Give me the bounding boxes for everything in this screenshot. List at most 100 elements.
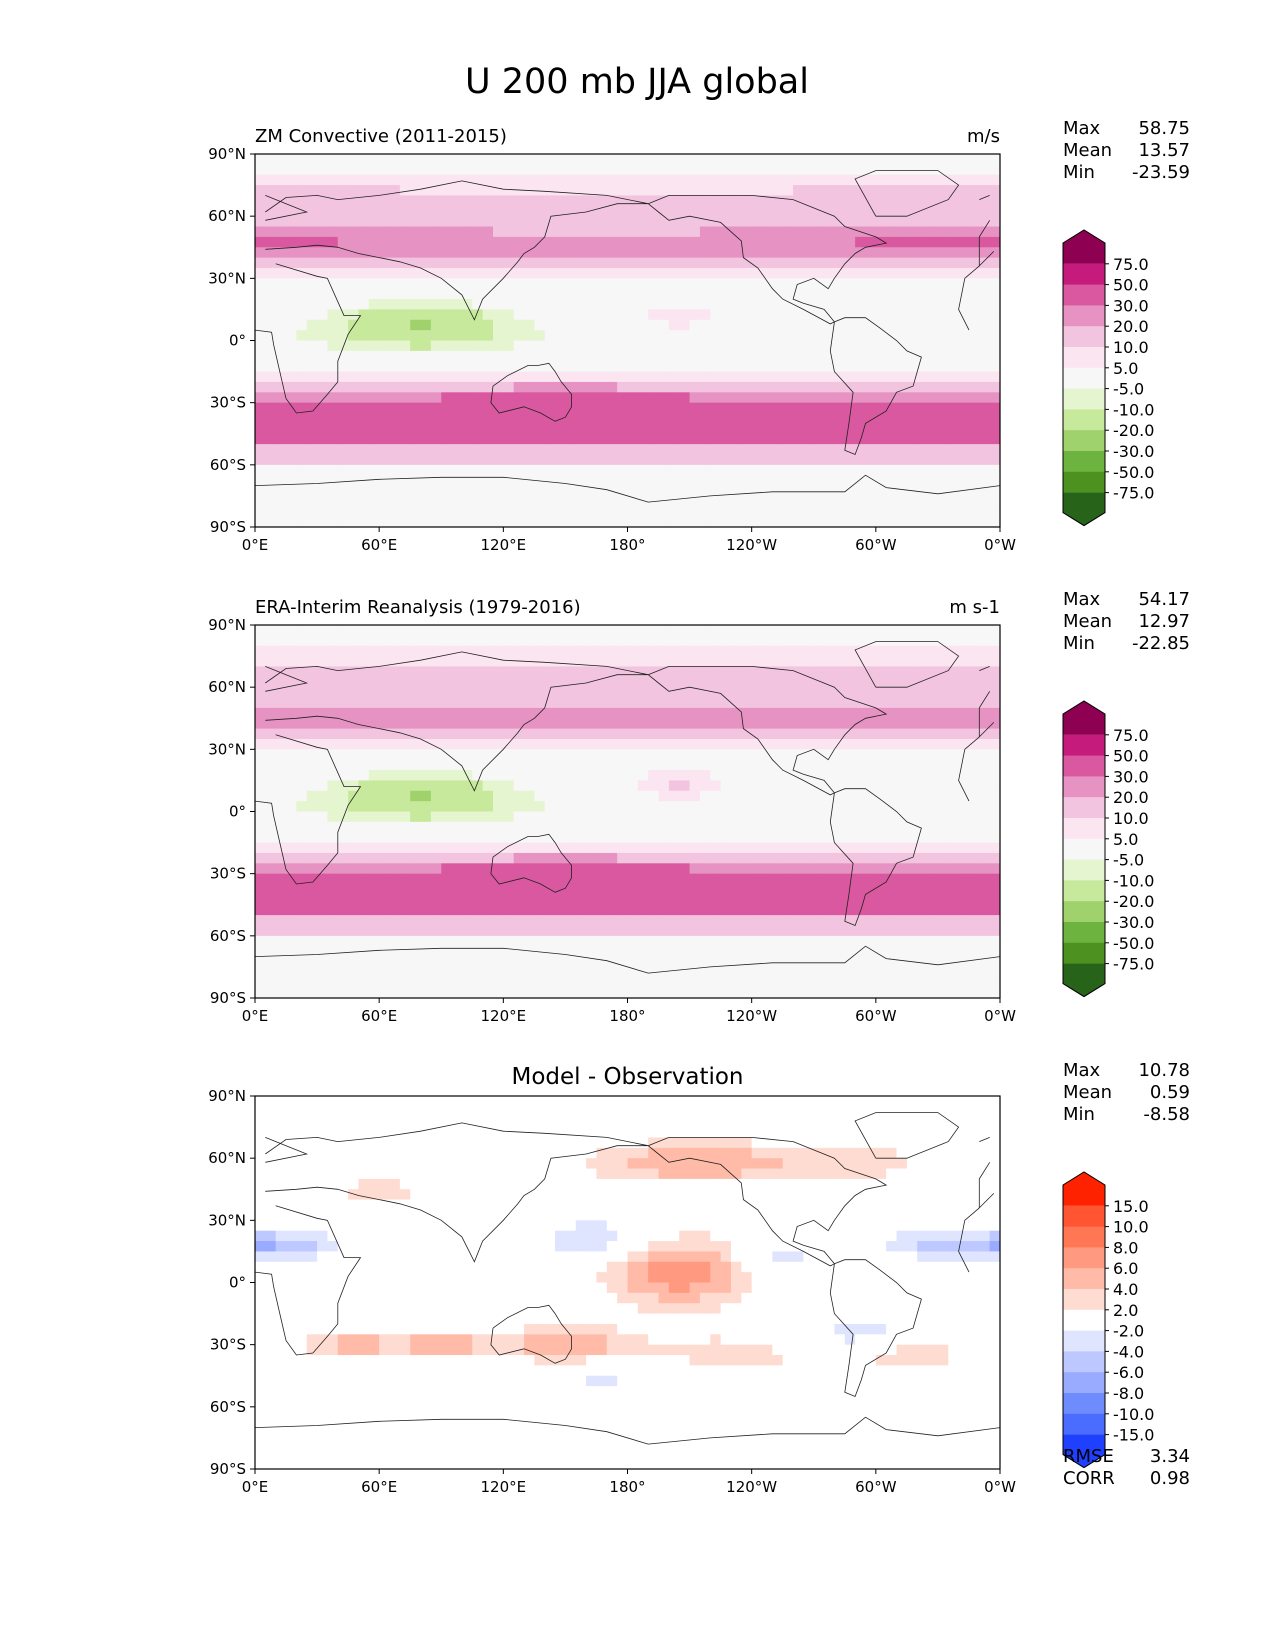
field-cell bbox=[513, 444, 525, 456]
field-cell bbox=[358, 464, 370, 476]
field-cell bbox=[658, 154, 670, 165]
field-cell bbox=[710, 759, 722, 771]
field-cell bbox=[906, 707, 918, 719]
field-cell bbox=[306, 977, 318, 989]
field-cell bbox=[762, 666, 773, 678]
field-cell bbox=[337, 195, 349, 207]
field-cell bbox=[379, 915, 391, 927]
field-cell bbox=[555, 402, 567, 414]
field-cell bbox=[979, 257, 991, 269]
field-cell bbox=[430, 987, 442, 998]
field-cell bbox=[720, 966, 732, 978]
field-cell bbox=[699, 216, 711, 228]
field-cell bbox=[844, 749, 856, 761]
field-cell bbox=[886, 915, 898, 927]
field-cell bbox=[524, 423, 535, 435]
field-cell bbox=[762, 966, 773, 978]
field-cell bbox=[286, 464, 297, 476]
field-cell bbox=[689, 340, 701, 352]
field-cell bbox=[813, 904, 825, 916]
field-cell bbox=[327, 801, 339, 813]
field-cell bbox=[255, 780, 266, 792]
field-cell bbox=[648, 278, 660, 290]
field-cell bbox=[782, 506, 794, 518]
field-cell bbox=[265, 288, 277, 300]
field-cell bbox=[917, 361, 929, 373]
field-cell bbox=[617, 687, 629, 699]
field-cell bbox=[461, 247, 473, 259]
field-cell bbox=[648, 444, 660, 456]
field-cell bbox=[265, 656, 277, 668]
field-cell bbox=[720, 185, 732, 197]
field-cell bbox=[265, 749, 277, 761]
field-cell bbox=[834, 154, 846, 165]
field-cell bbox=[461, 433, 473, 445]
field-cell bbox=[968, 381, 980, 393]
field-cell bbox=[565, 697, 577, 709]
field-cell bbox=[358, 205, 370, 217]
field-cell bbox=[492, 852, 504, 864]
field-cell bbox=[772, 381, 784, 393]
field-cell bbox=[606, 780, 618, 792]
field-cell bbox=[875, 915, 887, 927]
field-cell bbox=[751, 350, 763, 362]
field-cell bbox=[658, 475, 670, 487]
field-cell bbox=[430, 749, 442, 761]
field-cell bbox=[348, 413, 360, 424]
field-cell bbox=[689, 946, 701, 958]
field-cell bbox=[461, 154, 473, 165]
field-cell bbox=[275, 904, 287, 916]
field-cell bbox=[855, 195, 867, 207]
field-cell bbox=[824, 625, 836, 636]
field-cell bbox=[782, 759, 794, 771]
field-cell bbox=[906, 423, 918, 435]
field-cell bbox=[534, 987, 546, 998]
field-cell bbox=[255, 676, 266, 688]
field-cell bbox=[451, 707, 463, 719]
field-cell bbox=[834, 884, 846, 895]
field-cell bbox=[544, 977, 556, 989]
field-cell bbox=[513, 319, 525, 331]
field-cell bbox=[782, 247, 794, 259]
field-cell bbox=[741, 707, 753, 719]
field-cell bbox=[906, 863, 918, 875]
field-cell bbox=[937, 485, 949, 497]
field-cell bbox=[906, 392, 918, 404]
field-cell bbox=[855, 330, 867, 342]
field-cell bbox=[617, 371, 629, 383]
field-cell bbox=[461, 392, 473, 404]
field-cell bbox=[379, 852, 391, 864]
field-cell bbox=[451, 413, 463, 424]
field-cell bbox=[368, 475, 380, 487]
field-cell bbox=[503, 956, 515, 968]
field-cell bbox=[513, 309, 525, 321]
field-cell bbox=[368, 884, 380, 895]
field-cell bbox=[875, 935, 887, 947]
field-cell bbox=[368, 852, 380, 864]
field-cell bbox=[410, 371, 422, 383]
field-cell bbox=[720, 392, 732, 404]
field-cell bbox=[555, 195, 567, 207]
field-cell bbox=[741, 780, 753, 792]
field-cell bbox=[896, 625, 908, 636]
field-cell bbox=[389, 687, 401, 699]
field-cell bbox=[834, 278, 846, 290]
field-cell bbox=[451, 884, 463, 895]
field-cell bbox=[896, 381, 908, 393]
field-cell bbox=[555, 516, 567, 527]
field-cell bbox=[948, 330, 960, 342]
field-cell bbox=[606, 423, 618, 435]
field-cell bbox=[348, 288, 360, 300]
field-cell bbox=[492, 267, 504, 279]
field-cell bbox=[451, 195, 463, 207]
field-cell bbox=[720, 666, 732, 678]
field-cell bbox=[917, 392, 929, 404]
field-cell bbox=[565, 894, 577, 906]
field-cell bbox=[534, 801, 546, 813]
field-cell bbox=[824, 656, 836, 668]
field-cell bbox=[844, 884, 856, 895]
field-cell bbox=[451, 402, 463, 414]
field-cell bbox=[906, 873, 918, 885]
field-cell bbox=[503, 205, 515, 217]
field-cell bbox=[927, 195, 939, 207]
